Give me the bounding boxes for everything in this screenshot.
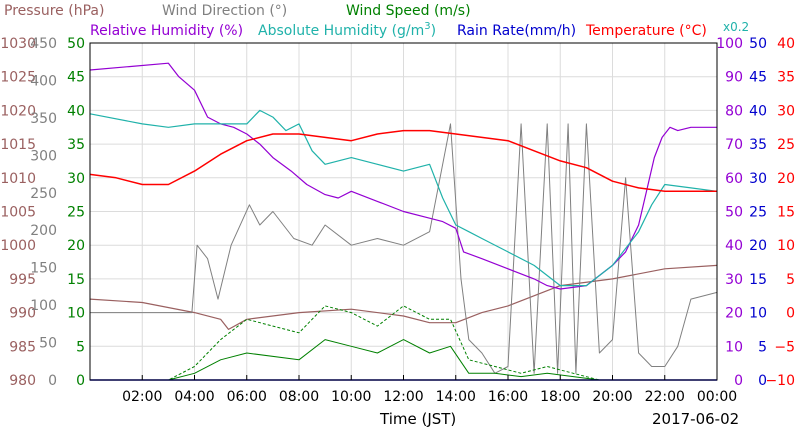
x-tick-label: 10:00 [331,389,371,405]
series-absolute-humidity [89,109,718,287]
legend-absolute-humidity-text: Absolute Humidity (g/m [258,23,424,39]
y-tick-humidity: 20 [725,306,743,322]
y-tick-rain: 30 [749,171,767,187]
y-tick-rain: 50 [749,36,767,52]
y-tick-rain: 10 [749,306,767,322]
y-tick-pressure: 990 [9,306,36,322]
y-tick-wind_speed: 20 [67,238,85,254]
x-tick-label: 12:00 [383,389,423,405]
y-tick-pressure: 995 [9,272,36,288]
x-axis-label: Time (JST) [379,410,456,428]
y-axes: 1030102510201015101010051000995990985980… [0,36,795,389]
x-tick-label: 22:00 [645,389,685,405]
series-relative-humidity [89,62,717,290]
legend-temperature: Temperature (°C) [585,23,707,39]
y-tick-wind_dir: 50 [39,336,57,352]
y-tick-wind_dir: 400 [30,73,57,89]
y-tick-temperature: 25 [777,137,795,153]
y-tick-pressure: 1000 [0,238,36,254]
y-tick-wind_dir: 250 [30,186,57,202]
y-tick-temperature: 0 [786,306,795,322]
y-tick-humidity: 80 [725,103,743,119]
legend-absolute-humidity-exp: 3 [424,21,430,32]
x-tick-label: 08:00 [279,389,319,405]
y-tick-temperature: −10 [765,373,795,389]
y-tick-rain: 40 [749,103,767,119]
x-tick-label: 06:00 [227,389,267,405]
y-tick-wind_speed: 30 [67,171,85,187]
y-tick-pressure: 980 [9,373,36,389]
y-tick-wind_speed: 5 [76,339,85,355]
y-tick-wind_speed: 10 [67,306,85,322]
y-tick-wind_dir: 150 [30,261,57,277]
y-tick-pressure: 1020 [0,103,36,119]
y-tick-temperature: 10 [777,238,795,254]
y-tick-humidity: 40 [725,238,743,254]
series-temperature [89,129,717,193]
y-tick-wind_dir: 0 [48,373,57,389]
y-tick-wind_dir: 200 [30,223,57,239]
y-tick-rain: 25 [749,205,767,221]
y-tick-humidity: 0 [734,373,743,389]
y-tick-humidity: 30 [725,272,743,288]
y-tick-rain: 20 [749,238,767,254]
date-label: 2017-06-02 [652,410,739,428]
y-tick-temperature: 20 [777,171,795,187]
y-tick-temperature: 40 [777,36,795,52]
y-tick-pressure: 1015 [0,137,36,153]
legend-wind-direction: Wind Direction (°) [162,3,287,19]
x-tick-label: 00:00 [697,389,737,405]
y-tick-temperature: 5 [786,272,795,288]
y-tick-temperature: 35 [777,70,795,86]
x-tick-label: 02:00 [122,389,162,405]
legend-relative-humidity: Relative Humidity (%) [90,23,243,39]
y-tick-wind_speed: 35 [67,137,85,153]
y-tick-rain: 5 [758,339,767,355]
y-tick-wind_speed: 40 [67,103,85,119]
y-tick-wind_dir: 450 [30,36,57,52]
y-tick-pressure: 985 [9,339,36,355]
y-tick-wind_speed: 50 [67,36,85,52]
y-tick-wind_speed: 0 [76,373,85,389]
x-tick-label: 16:00 [488,389,528,405]
legend-pressure: Pressure (hPa) [4,3,104,19]
x-tick-label: 18:00 [540,389,580,405]
y-tick-wind_dir: 350 [30,111,57,127]
y-tick-wind_speed: 25 [67,205,85,221]
y-tick-pressure: 1010 [0,171,36,187]
y-tick-temperature: 15 [777,205,795,221]
legend-absolute-humidity: Absolute Humidity (g/m3) [258,21,436,39]
y-tick-pressure: 1005 [0,205,36,221]
legend-rain-rate: Rain Rate(mm/h) [457,23,576,39]
y-tick-pressure: 1030 [0,36,36,52]
y-tick-rain: 0 [758,373,767,389]
y-tick-humidity: 10 [725,339,743,355]
y-tick-wind_dir: 300 [30,148,57,164]
y-tick-wind_speed: 45 [67,70,85,86]
legend-factor: x0.2 [723,20,749,34]
y-tick-rain: 15 [749,272,767,288]
y-tick-wind_dir: 100 [30,298,57,314]
y-tick-wind_speed: 15 [67,272,85,288]
y-tick-temperature: −5 [774,339,795,355]
y-tick-rain: 45 [749,70,767,86]
x-axis: 02:00 04:00 06:00 08:00 10:00 12:00 14:00 16:00… [122,375,737,405]
x-tick-label: 14:00 [436,389,476,405]
y-tick-rain: 35 [749,137,767,153]
y-tick-humidity: 90 [725,70,743,86]
legend-absolute-humidity-close: ) [431,23,436,39]
grid [90,43,717,380]
series-wind-direction [90,123,718,374]
y-tick-humidity: 70 [725,137,743,153]
x-tick-label: 20:00 [592,389,632,405]
y-tick-humidity: 50 [725,205,743,221]
x-tick-label: 04:00 [174,389,214,405]
y-tick-pressure: 1025 [0,70,36,86]
y-tick-humidity: 100 [716,36,743,52]
legend-wind-speed: Wind Speed (m/s) [346,3,471,19]
y-tick-humidity: 60 [725,171,743,187]
y-tick-temperature: 30 [777,103,795,119]
series-pressure [89,264,718,330]
